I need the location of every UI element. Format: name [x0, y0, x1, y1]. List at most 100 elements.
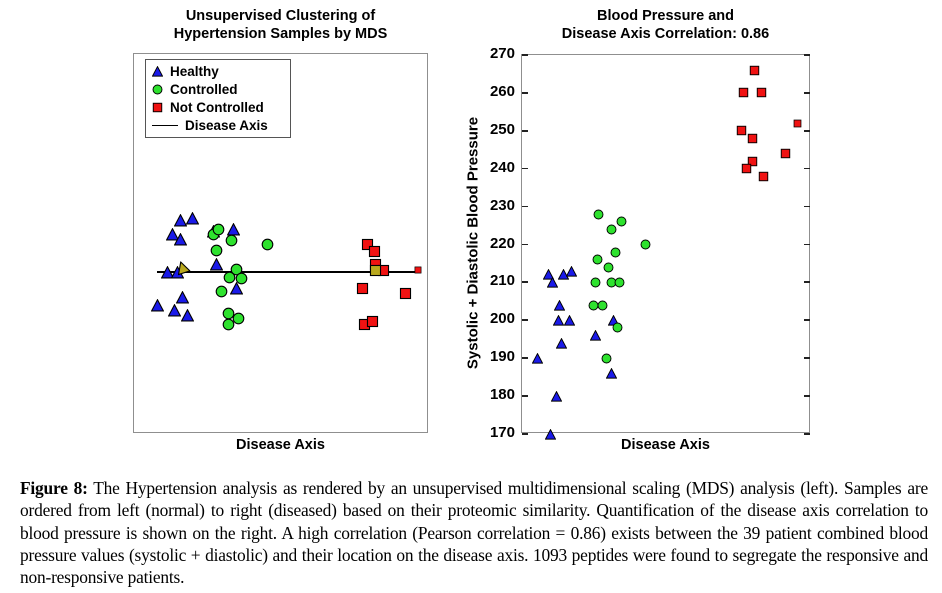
data-point-circle	[610, 247, 621, 258]
data-point-circle	[210, 244, 222, 257]
y-tick-label: 270	[489, 45, 515, 62]
data-point-triangle	[229, 281, 243, 295]
y-tick-label: 250	[489, 120, 515, 138]
data-point-triangle	[226, 222, 240, 236]
y-tick-mark	[522, 281, 528, 284]
data-point-triangle	[543, 269, 555, 280]
data-point-square	[759, 171, 769, 181]
data-point-circle	[213, 224, 225, 236]
data-point-square	[757, 88, 767, 98]
data-point-circle	[616, 216, 627, 227]
legend-label: Disease Axis	[185, 117, 268, 133]
legend-label: Healthy	[170, 64, 219, 80]
data-point-circle	[216, 285, 228, 297]
right-plot-ytick-labels: 170 180 190 200 210 220 230 240 250 260 270	[468, 45, 515, 441]
data-point-triangle	[177, 260, 191, 276]
data-point-triangle	[167, 303, 181, 317]
data-point-circle	[593, 209, 604, 220]
figure-caption-text: The Hypertension analysis as rendered by…	[20, 478, 928, 588]
y-tick-mark	[522, 319, 528, 322]
y-tick-mark	[522, 91, 528, 94]
right-plot-title-line2: Disease Axis Correlation: 0.86	[561, 25, 770, 42]
legend-square-icon	[152, 102, 163, 113]
data-point-square	[368, 246, 380, 258]
data-point-circle	[603, 262, 614, 273]
data-point-triangle	[173, 213, 187, 227]
figure-caption: Figure 8: The Hypertension analysis as r…	[20, 477, 928, 588]
y-tick-mark	[522, 167, 528, 170]
y-tick-mark	[803, 395, 810, 397]
data-point-square	[366, 316, 378, 328]
data-point-circle	[224, 271, 236, 284]
data-point-triangle	[554, 299, 566, 311]
y-tick-label: 230	[489, 196, 515, 214]
disease-axis-line	[157, 270, 419, 273]
right-plot-area	[521, 54, 810, 440]
data-point-square	[361, 238, 373, 250]
y-tick-mark	[803, 357, 810, 359]
data-point-triangle	[558, 269, 570, 280]
data-point-triangle	[551, 390, 563, 402]
data-point-triangle	[175, 291, 189, 304]
y-tick-mark	[803, 281, 810, 284]
y-tick-label: 190	[489, 348, 515, 366]
data-point-square	[781, 148, 791, 159]
data-point-circle	[590, 277, 601, 288]
data-point-circle	[222, 318, 234, 331]
y-tick-mark	[522, 243, 528, 246]
disease-axis-line-icon	[152, 124, 178, 126]
y-tick-mark	[803, 433, 810, 435]
data-point-triangle	[165, 228, 179, 241]
data-point-triangle	[181, 309, 195, 322]
legend-circle-icon	[152, 84, 163, 95]
legend-item-healthy: Healthy	[152, 63, 290, 81]
figure-caption-label: Figure 8:	[20, 478, 88, 498]
y-tick-mark	[522, 54, 528, 56]
data-point-triangle	[531, 352, 543, 364]
left-plot-area: Healthy Controlled Not Controlled Disease A…	[133, 53, 428, 433]
data-point-circle	[597, 300, 607, 311]
y-tick-label: 260	[489, 82, 515, 100]
y-tick-mark	[803, 91, 810, 94]
left-plot-title-line1: Unsupervised Clustering of	[185, 8, 376, 24]
data-point-triangle	[566, 265, 578, 277]
data-point-circle	[262, 238, 274, 250]
left-plot-title: Unsupervised Clustering of Hypertension …	[133, 8, 428, 43]
data-point-triangle	[555, 337, 567, 349]
data-point-square	[747, 156, 757, 166]
data-point-circle	[225, 235, 237, 247]
data-point-square	[369, 265, 381, 277]
left-plot-xlabel: Disease Axis	[236, 437, 325, 453]
data-point-circle	[606, 224, 616, 235]
data-point-square	[400, 287, 412, 299]
data-point-circle	[602, 353, 612, 364]
y-tick-label: 240	[489, 158, 515, 176]
data-point-square	[357, 282, 369, 294]
data-point-triangle	[552, 314, 564, 326]
right-plot-title: Blood Pressure and Disease Axis Correlat…	[521, 8, 810, 43]
data-point-triangle	[589, 329, 601, 341]
data-point-triangle	[563, 314, 575, 326]
data-point-square	[742, 163, 752, 174]
legend-label: Controlled	[170, 82, 238, 98]
data-point-square	[748, 133, 758, 144]
data-point-triangle	[547, 276, 559, 288]
data-point-triangle	[161, 265, 175, 279]
y-tick-label: 210	[489, 272, 515, 290]
right-plot-title-line1: Blood Pressure and	[597, 8, 734, 24]
data-point-triangle	[151, 299, 165, 312]
data-point-circle	[592, 254, 603, 265]
data-point-triangle	[545, 428, 557, 440]
y-tick-label: 220	[489, 234, 515, 252]
data-point-circle	[641, 239, 651, 250]
data-point-circle	[614, 277, 625, 288]
data-point-circle	[231, 263, 243, 275]
data-point-triangle	[185, 211, 199, 225]
y-tick-mark	[522, 129, 528, 132]
left-plot-title-line2: Hypertension Samples by MDS	[173, 25, 388, 42]
y-tick-label: 200	[489, 310, 515, 328]
data-point-circle	[235, 273, 247, 285]
y-tick-mark	[803, 319, 810, 322]
data-point-square	[414, 266, 422, 274]
